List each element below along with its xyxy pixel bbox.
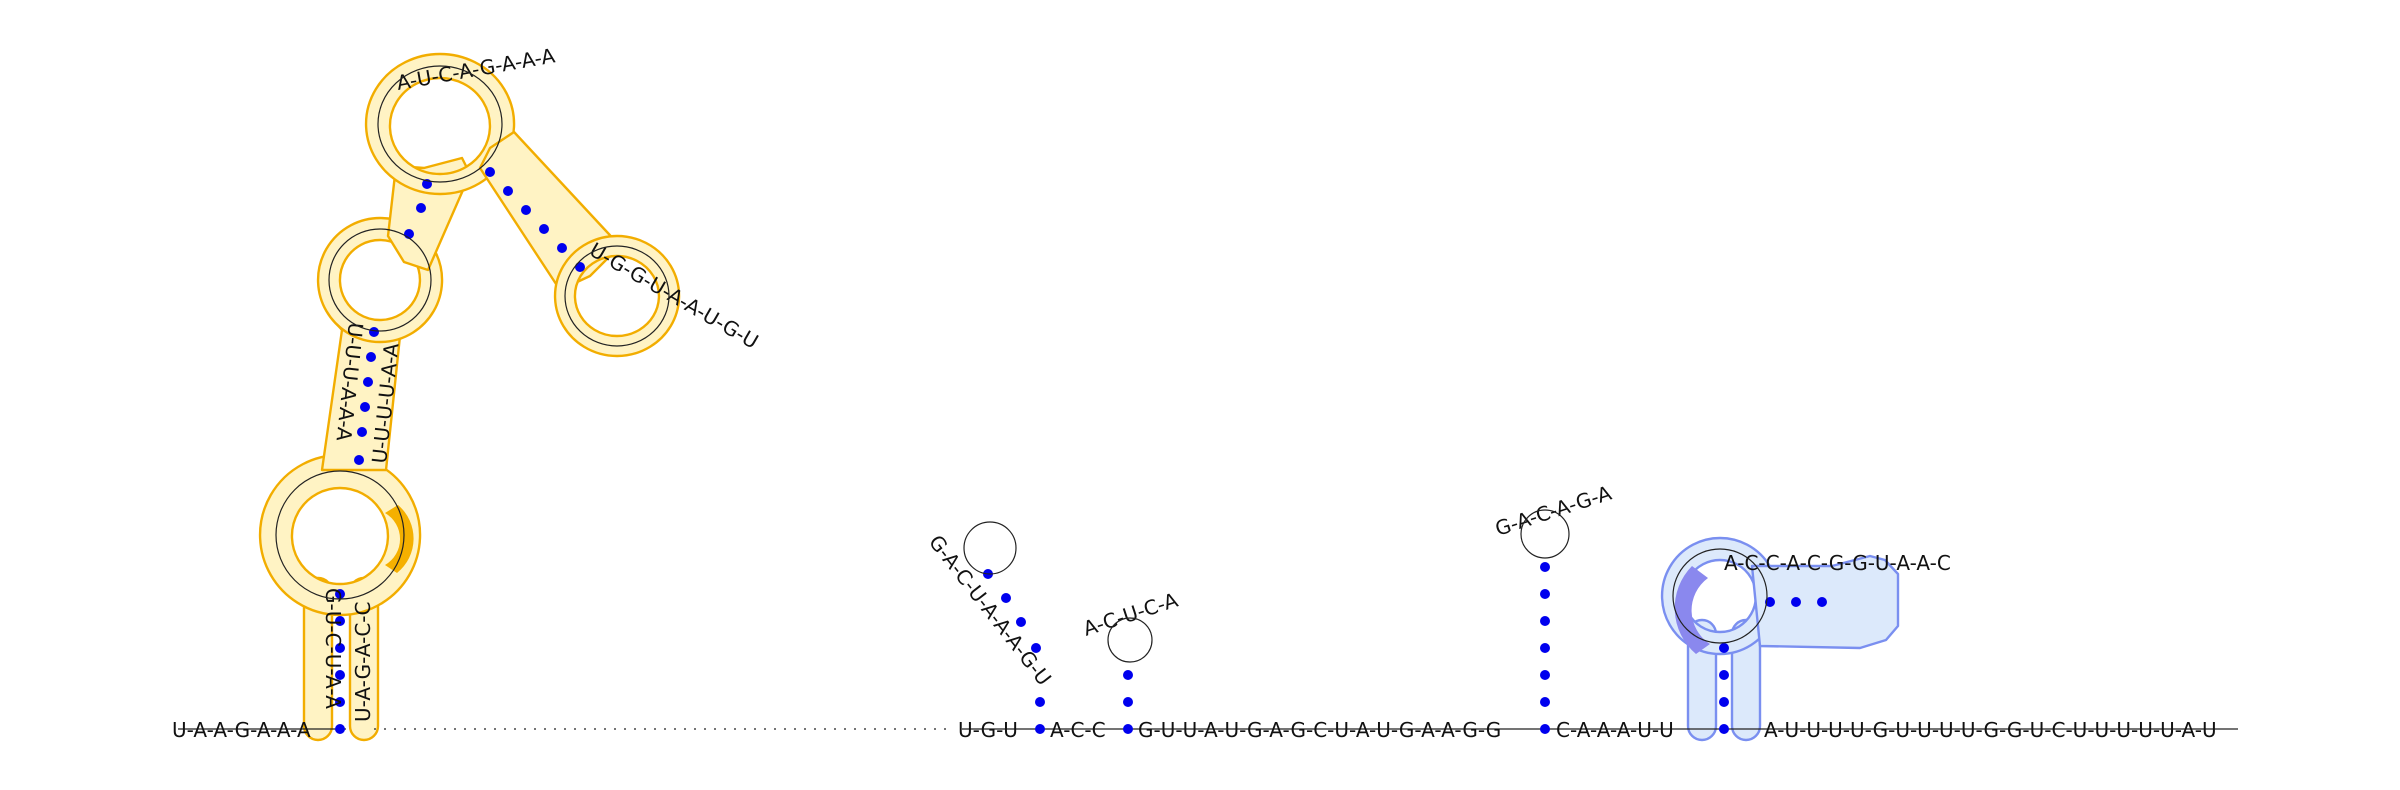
seq-baseline-after-hairpin: C-A-A-A-U-U [1556, 718, 1674, 742]
seq-baseline-5prime: U-A-A-G-A-A-A [172, 718, 311, 742]
seq-outer-stem-3: U-A-G-A-C-C [351, 602, 375, 723]
nucleotide-labels: U-A-A-G-A-A-A U-G-U A-C-C G-U-U-A-U-G-A-… [172, 43, 2217, 742]
seq-baseline-3prime: A-U-U-U-U-G-U-U-U-U-G-G-U-C-U-U-U-U-U-A-… [1764, 718, 2217, 742]
seq-tall-hairpin-loop: G-A-C-A-G-A [1492, 481, 1614, 541]
seq-baseline-mid: A-C-C [1050, 718, 1106, 742]
seq-baseline-left-loop: U-G-U [958, 718, 1018, 742]
seq-small-hairpin-2: A-C-U-C-A [1080, 588, 1181, 641]
orange-right-loop-ring [553, 234, 681, 358]
seq-outer-stem-5: G-U-C-U-A-A [321, 588, 345, 709]
orange-right-arm [478, 130, 622, 292]
seq-baseline-between: G-U-U-A-U-G-A-G-C-U-A-U-G-A-A-G-G [1138, 718, 1501, 742]
blue-accent-arc [1674, 566, 1710, 654]
seq-pseudoknot-loop: A-C-C-A-C-G-G-U-A-A-C [1724, 551, 1951, 575]
seq-small-hairpin-1: G-A-C-U-A-A-A-G-U [924, 530, 1056, 690]
orange-accent-arc [385, 505, 414, 573]
loop-backbone-rings [275, 65, 1768, 663]
orange-multiloop-ring [258, 453, 422, 617]
base-pair-dots [335, 167, 1827, 734]
orange-apical-loop-ring [364, 52, 516, 196]
